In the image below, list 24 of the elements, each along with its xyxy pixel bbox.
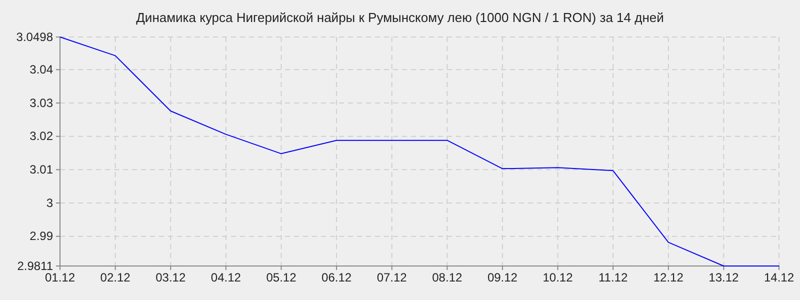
chart-title: Динамика курса Нигерийской найры к Румынскому лею (1000 NGN / 1 RON) за 14 дней: [136, 10, 664, 25]
x-tick-label: 10.12: [542, 270, 574, 285]
x-tick-label: 12.12: [653, 270, 684, 285]
line-series: [60, 36, 780, 266]
y-tick-label: 2.9811: [17, 258, 54, 273]
x-tick-label: 03.12: [156, 270, 186, 285]
y-tick-label: 3.03: [30, 96, 54, 110]
y-tick-label: 3.0498: [16, 30, 54, 44]
x-tick-label: 01.12: [44, 270, 76, 285]
x-tick-label: 14.12: [764, 270, 794, 285]
x-tick-label: 06.12: [322, 270, 352, 285]
x-tick-label: 13.12: [708, 270, 740, 285]
y-tick-label: 3.02: [30, 129, 54, 144]
y-tick-label: 3.01: [30, 162, 54, 177]
y-tick-label: 2.99: [30, 229, 54, 244]
x-tick-label: 11.12: [598, 270, 628, 285]
y-tick-label: 3.04: [30, 62, 54, 77]
y-tick-label: 3: [46, 196, 54, 210]
x-tick-label: 04.12: [210, 270, 242, 285]
x-tick-label: 05.12: [266, 270, 297, 285]
x-tick-label: 08.12: [432, 270, 462, 285]
x-tick-label: 07.12: [376, 270, 408, 285]
x-tick-label: 02.12: [100, 270, 131, 285]
x-tick-label: 09.12: [487, 270, 518, 285]
